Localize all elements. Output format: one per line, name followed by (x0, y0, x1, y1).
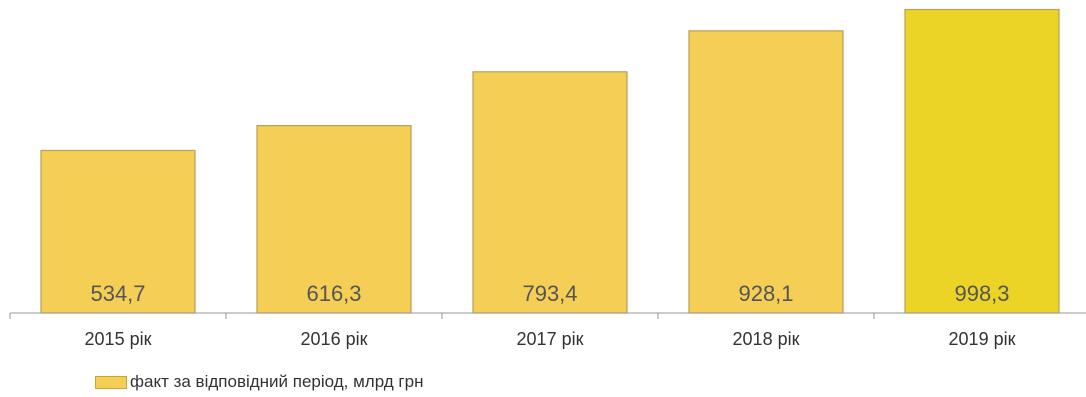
legend-label: факт за відповідний період, млрд грн (130, 372, 424, 391)
x-tick-label-4: 2018 рік (733, 329, 800, 349)
bar-3 (472, 71, 628, 314)
x-tick-label-5: 2019 рік (949, 329, 1016, 349)
bar-value-label-5: 998,3 (954, 281, 1009, 306)
bar-5 (904, 8, 1060, 314)
x-axis-ticks-group: 2015 рік 2016 рік 2017 рік 2018 рік 2019 рік (9, 313, 1016, 349)
bar-value-label-3: 793,4 (522, 281, 577, 306)
x-tick-label-2: 2016 рік (301, 329, 368, 349)
x-tick-label-3: 2017 рік (517, 329, 584, 349)
bar-4 (688, 30, 844, 314)
legend-swatch (95, 375, 127, 389)
x-tick-label-1: 2015 рік (85, 329, 152, 349)
bar-chart: 534,7 616,3 793,4 928,1 998,3 2015 рік 2016 р… (9, 8, 1086, 349)
bar-1 (40, 149, 196, 314)
bar-2 (256, 125, 412, 314)
bar-value-label-4: 928,1 (738, 281, 793, 306)
bar-value-label-2: 616,3 (306, 281, 361, 306)
bar-value-label-1: 534,7 (90, 281, 145, 306)
legend: факт за відповідний період, млрд грн (95, 371, 423, 393)
bars-group: 534,7 616,3 793,4 928,1 998,3 (40, 8, 1060, 314)
